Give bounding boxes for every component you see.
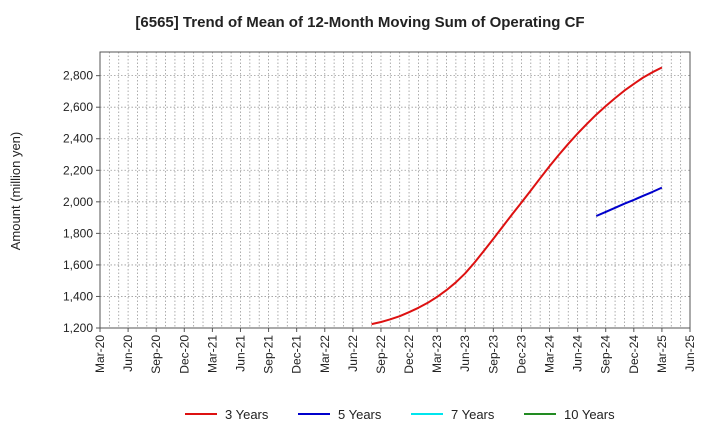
y-tick-label: 1,600: [63, 258, 93, 272]
series-line-5-years: [595, 186, 663, 217]
chart-title: [6565] Trend of Mean of 12-Month Moving …: [135, 14, 584, 31]
x-tick-label: Sep-21: [262, 335, 276, 374]
legend-label-3-years: 3 Years: [225, 407, 269, 422]
y-axis-label: Amount (million yen): [8, 132, 23, 251]
gridlines: [99, 52, 691, 329]
x-tick-label: Jun-23: [458, 335, 472, 372]
x-tick-label: Mar-22: [318, 335, 332, 373]
y-axis-ticks: 1,200 1,400 1,600 1,800 2,000 2,200 2,400 2,600…: [63, 69, 100, 335]
x-tick-label: Sep-22: [374, 335, 388, 374]
x-tick-label: Jun-24: [571, 335, 585, 372]
y-tick-label: 1,800: [63, 226, 93, 240]
x-tick-label: Jun-22: [346, 335, 360, 372]
x-tick-label: Dec-23: [514, 335, 528, 374]
y-tick-label: 1,200: [63, 321, 93, 335]
x-tick-label: Dec-20: [177, 335, 191, 374]
y-tick-label: 1,400: [63, 289, 93, 303]
plot-frame: [99, 51, 691, 329]
x-tick-label: Dec-22: [402, 335, 416, 374]
x-tick-label: Sep-20: [149, 335, 163, 374]
x-tick-label: Dec-24: [627, 335, 641, 374]
y-tick-label: 2,800: [63, 69, 93, 83]
x-tick-label: Dec-21: [290, 335, 304, 374]
x-axis-ticks: Mar-20 Jun-20 Sep-20 Dec-20 Mar-21 Jun-21 Sep-…: [93, 328, 697, 374]
x-tick-label: Jun-20: [121, 335, 135, 372]
y-tick-label: 2,600: [63, 100, 93, 114]
legend: 3 Years 5 Years 7 Years 10 Years: [185, 407, 615, 422]
x-tick-label: Jun-25: [683, 335, 697, 372]
y-tick-label: 2,000: [63, 195, 93, 209]
series-line-3-years: [371, 66, 663, 326]
legend-label-7-years: 7 Years: [451, 407, 495, 422]
legend-label-10-years: 10 Years: [564, 407, 615, 422]
y-tick-label: 2,200: [63, 163, 93, 177]
series-lines: [371, 66, 663, 326]
x-tick-label: Jun-21: [233, 335, 247, 372]
x-tick-label: Sep-23: [486, 335, 500, 374]
x-tick-label: Mar-20: [93, 335, 107, 373]
x-tick-label: Mar-25: [655, 335, 669, 373]
x-tick-label: Mar-24: [543, 335, 557, 373]
x-tick-label: Mar-21: [205, 335, 219, 373]
x-tick-label: Mar-23: [430, 335, 444, 373]
x-tick-label: Sep-24: [599, 335, 613, 374]
legend-label-5-years: 5 Years: [338, 407, 382, 422]
y-tick-label: 2,400: [63, 132, 93, 146]
